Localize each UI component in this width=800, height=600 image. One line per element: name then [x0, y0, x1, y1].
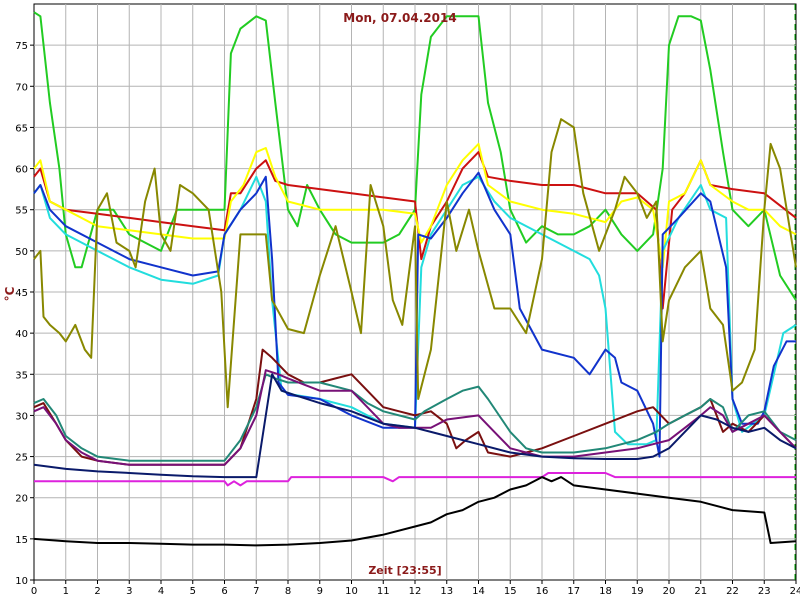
series-line-6 [33, 118, 797, 409]
y-tick-label: 15 [15, 535, 28, 546]
x-tick-label: 6 [221, 586, 227, 597]
x-tick-label: 2 [94, 586, 100, 597]
series-line-1 [33, 11, 797, 301]
x-tick-label: 12 [409, 586, 422, 597]
series-line-4 [33, 175, 797, 446]
x-tick-label: 10 [345, 586, 358, 597]
y-tick-label: 70 [15, 82, 28, 93]
x-axis-label: Zeit [23:55] [368, 564, 441, 577]
x-tick-label: 4 [158, 586, 164, 597]
series-line-11 [34, 472, 796, 487]
x-tick-label: 18 [599, 586, 612, 597]
series-line-12 [33, 476, 797, 547]
x-tick-label: 15 [504, 586, 517, 597]
x-tick-label: 3 [126, 586, 132, 597]
y-tick-label: 25 [15, 453, 28, 464]
x-tick-label: 23 [758, 586, 771, 597]
y-tick-label: 45 [15, 288, 28, 299]
x-tick-label: 22 [726, 586, 739, 597]
y-axis-label: °C [3, 286, 17, 301]
chart-title: Mon, 07.04.2014 [343, 11, 456, 25]
x-tick-label: 16 [536, 586, 549, 597]
x-tick-labels: 0 1 2 3 4 5 6 7 8 9 10 11 12 13 14 15 16 17 18 19 20 21 22 23 24 [31, 580, 800, 597]
y-tick-label: 30 [15, 411, 28, 422]
y-tick-label: 60 [15, 165, 28, 176]
x-tick-label: 5 [190, 586, 196, 597]
x-tick-label: 9 [317, 586, 323, 597]
series-line-3 [33, 142, 797, 269]
y-tick-label: 65 [15, 123, 28, 134]
x-tick-label: 20 [663, 586, 676, 597]
y-tick-label: 20 [15, 494, 28, 505]
x-tick-label: 14 [472, 586, 485, 597]
x-tick-label: 19 [631, 586, 644, 597]
x-tick-label: 11 [377, 586, 390, 597]
series-line-9 [33, 369, 797, 466]
x-tick-label: 7 [253, 586, 259, 597]
series-group [33, 11, 797, 547]
y-tick-label: 10 [15, 576, 28, 587]
x-tick-label: 0 [31, 586, 37, 597]
x-tick-label: 13 [440, 586, 453, 597]
series-line-10 [33, 373, 797, 479]
series-line-2 [33, 151, 797, 310]
x-tick-label: 8 [285, 586, 291, 597]
x-tick-label: 24 [790, 586, 800, 597]
x-tick-label: 21 [694, 586, 707, 597]
y-tick-label: 50 [15, 247, 28, 258]
y-tick-label: 35 [15, 370, 28, 381]
y-tick-labels: 10 15 20 25 30 35 40 45 50 55 60 65 70 75 [15, 41, 34, 587]
y-tick-label: 55 [15, 206, 28, 217]
x-tick-label: 17 [567, 586, 580, 597]
x-tick-label: 1 [63, 586, 69, 597]
y-tick-label: 40 [15, 329, 28, 340]
y-tick-label: 75 [15, 41, 28, 52]
series-line-8 [33, 373, 797, 462]
